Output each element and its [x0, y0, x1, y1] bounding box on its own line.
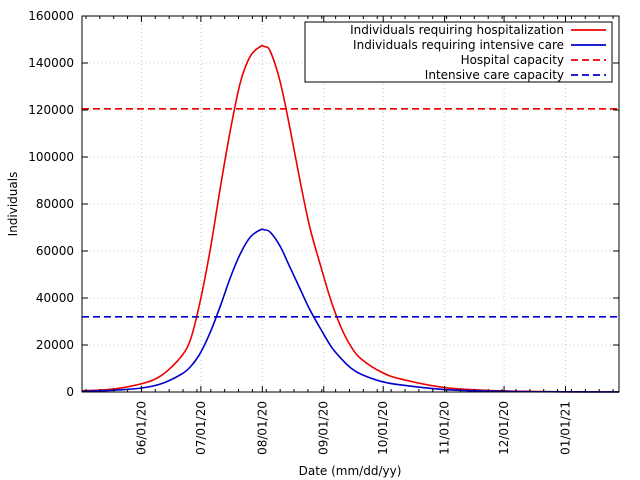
legend-label: Intensive care capacity — [425, 68, 564, 82]
y-tick-label: 160000 — [28, 9, 74, 23]
x-tick-label: 06/01/20 — [134, 401, 148, 455]
x-tick-label: 07/01/20 — [194, 401, 208, 455]
series-line-individuals-requiring-hospitalization — [81, 44, 620, 393]
legend-label: Hospital capacity — [461, 53, 564, 67]
y-tick-label: 100000 — [28, 150, 74, 164]
y-tick-label: 40000 — [36, 291, 74, 305]
series-layer — [81, 44, 620, 393]
y-axis-label: Individuals — [6, 172, 20, 237]
y-tick-label: 0 — [66, 385, 74, 399]
x-tick-label: 12/01/20 — [497, 401, 511, 455]
tick-labels: 0 20000 40000 60000 80000 100000 120000 140000 1… — [28, 9, 572, 455]
ticks — [82, 15, 619, 393]
x-tick-label: 01/01/21 — [558, 401, 572, 455]
legend-box — [304, 21, 613, 83]
legend-label: Individuals requiring hospitalization — [350, 23, 564, 37]
legend: Individuals requiring hospitalizationInd… — [304, 21, 613, 83]
y-tick-label: 80000 — [36, 197, 74, 211]
y-tick-label: 20000 — [36, 338, 74, 352]
y-tick-label: 60000 — [36, 244, 74, 258]
y-tick-label: 140000 — [28, 56, 74, 70]
x-axis-label: Date (mm/dd/yy) — [299, 464, 402, 478]
x-tick-label: 09/01/20 — [317, 401, 331, 455]
legend-label: Individuals requiring intensive care — [353, 38, 564, 52]
y-tick-label: 120000 — [28, 103, 74, 117]
series-line-individuals-requiring-intensive-care — [81, 228, 620, 393]
x-tick-label: 11/01/20 — [438, 401, 452, 455]
x-tick-label: 10/01/20 — [376, 401, 390, 455]
x-tick-label: 08/01/20 — [255, 401, 269, 455]
